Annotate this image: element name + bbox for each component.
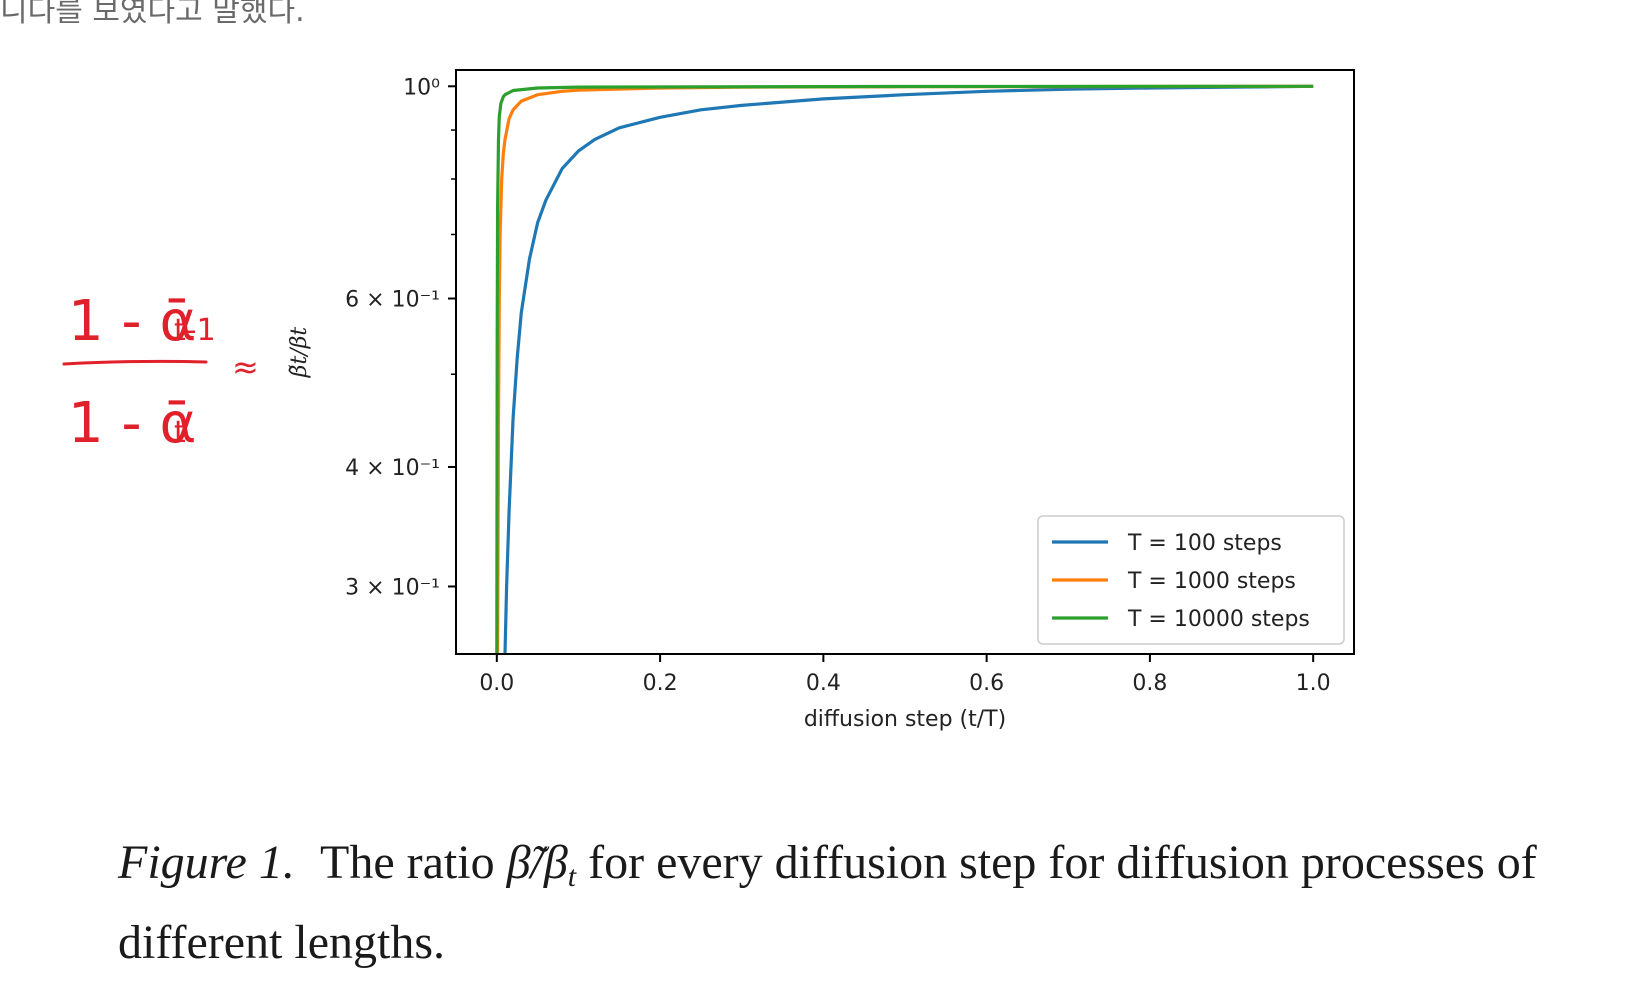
handwritten-approx: ≈: [232, 348, 259, 386]
x-tick-label: 0.2: [643, 671, 678, 696]
legend-label: T = 1000 steps: [1127, 569, 1296, 594]
caption-ratio-symbol: β̃/β: [506, 836, 568, 889]
handwritten-numerator-subscript: t-1: [174, 313, 216, 348]
series-line: [503, 84, 1314, 655]
x-tick-label: 1.0: [1296, 671, 1331, 696]
handwritten-denominator: 1 - ᾱ: [68, 391, 196, 456]
x-axis-label: diffusion step (t/T): [804, 707, 1006, 732]
x-tick-label: 0.8: [1132, 671, 1167, 696]
figure-label: Figure 1.: [118, 836, 295, 889]
figure-caption: Figure 1. The ratio β̃/βt for every diff…: [118, 830, 1538, 976]
y-axis-label: β̃t/βt: [287, 327, 312, 379]
plot-frame: [455, 69, 1355, 655]
x-tick-label: 0.4: [806, 671, 841, 696]
handwritten-annotation: 1 - ᾱt-11 - ᾱt≈: [62, 289, 259, 456]
caption-ratio: β̃/βt: [506, 836, 577, 893]
caption-text-before: The ratio: [320, 836, 495, 889]
legend-label: T = 10000 steps: [1127, 607, 1310, 632]
y-tick-label: 6 × 10⁻¹: [345, 288, 440, 313]
x-tick-label: 0.6: [969, 671, 1004, 696]
y-tick-label: 4 × 10⁻¹: [345, 456, 440, 481]
handwritten-fraction-bar: [62, 359, 208, 366]
caption-ratio-subscript: t: [567, 860, 577, 893]
handwritten-denominator-subscript: t: [174, 415, 186, 450]
handwritten-numerator: 1 - ᾱ: [68, 289, 196, 354]
y-tick-label: 3 × 10⁻¹: [345, 575, 440, 600]
series-line: [495, 84, 1314, 655]
y-tick-label: 10⁰: [403, 75, 440, 100]
legend-label: T = 100 steps: [1127, 531, 1282, 556]
caption-text-after: for every diffusion step for diffusion p…: [118, 836, 1537, 969]
x-tick-label: 0.0: [479, 671, 514, 696]
page-text-fragment: 니다를 보였다고 말했다.: [0, 0, 305, 29]
legend-box: [1037, 515, 1345, 645]
